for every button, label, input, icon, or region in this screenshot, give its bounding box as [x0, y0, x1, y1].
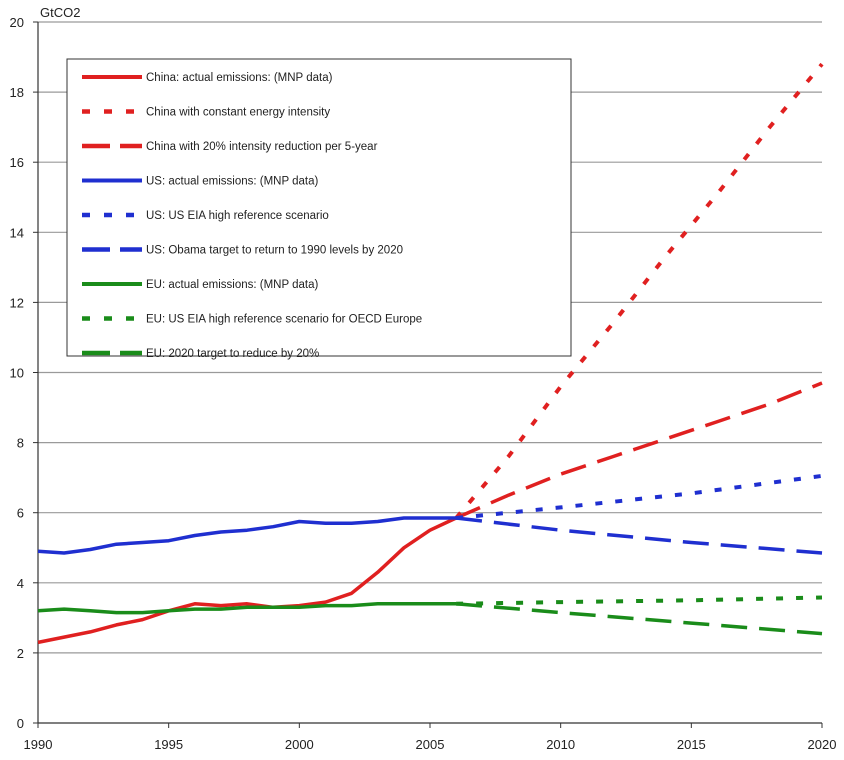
series-line-4	[37, 516, 457, 555]
legend-label-3: China with 20% intensity reduction per 5…	[146, 141, 378, 153]
y-tick-label: 18	[10, 85, 24, 100]
legend-label-9: EU: 2020 target to reduce by 20%	[146, 348, 319, 360]
legend-label-4: US: actual emissions: (MNP data)	[146, 176, 319, 188]
y-tick-label: 0	[17, 716, 24, 731]
legend-label-1: China: actual emissions: (MNP data)	[146, 72, 333, 84]
legend-box	[66, 58, 572, 357]
series-line-5	[455, 473, 823, 520]
x-tick-label: 1995	[154, 737, 183, 752]
y-tick-label: 16	[10, 155, 24, 170]
x-tick-label: 2010	[546, 737, 575, 752]
series-line-7	[37, 602, 457, 615]
legend: China: actual emissions: (MNP data) China…	[66, 58, 572, 360]
y-tick-label: 20	[10, 15, 24, 30]
y-tick-label: 12	[10, 295, 24, 310]
series-line-6	[455, 516, 823, 555]
legend-label-5: US: US EIA high reference scenario	[146, 210, 329, 222]
legend-label-2: China with constant energy intensity	[146, 107, 330, 119]
legend-label-7: EU: actual emissions: (MNP data)	[146, 279, 319, 291]
series-line-8	[456, 595, 823, 606]
series-line-9	[455, 602, 823, 636]
x-tick-label: 1990	[24, 737, 53, 752]
y-tick-label: 14	[10, 225, 24, 240]
x-tick-label: 2000	[285, 737, 314, 752]
axes: 0 2 4 6 8 10 12 14 16 18 20 1990 1995 2000 2005 2010 201…	[10, 15, 837, 752]
legend-label-6: US: Obama target to return to 1990 level…	[146, 245, 403, 257]
x-tick-label: 2020	[808, 737, 837, 752]
y-tick-label: 8	[17, 436, 24, 451]
x-tick-label: 2005	[416, 737, 445, 752]
series-lines	[37, 62, 824, 645]
y-tick-label: 6	[17, 506, 24, 521]
y-tick-label: 4	[17, 576, 24, 591]
y-tick-label: 10	[10, 366, 24, 381]
y-axis-unit-label: GtCO2	[40, 5, 80, 20]
series-line-1	[37, 516, 457, 645]
series-line-3	[455, 381, 823, 520]
y-tick-label: 2	[17, 646, 24, 661]
legend-label-8: EU: US EIA high reference scenario for O…	[146, 314, 422, 326]
x-tick-label: 2015	[677, 737, 706, 752]
